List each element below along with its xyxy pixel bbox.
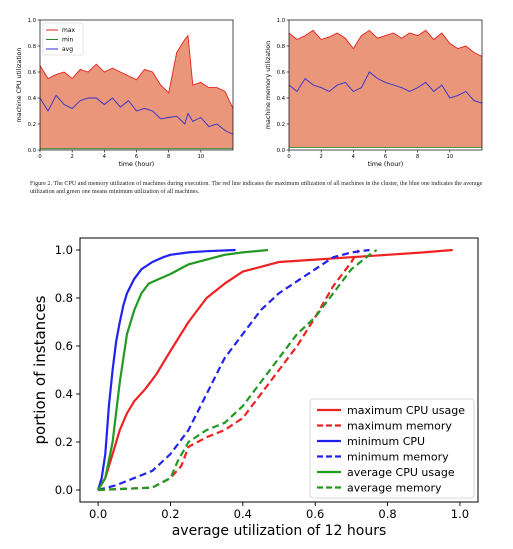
legend-label-2: maximum memory bbox=[347, 420, 452, 433]
x-tick-label: 0.0 bbox=[89, 507, 107, 521]
figure-caption: Figure 2. The CPU and memory utilization… bbox=[30, 181, 483, 195]
x-tick-label: 6 bbox=[135, 154, 138, 160]
y-tick-label: 0.8 bbox=[55, 291, 73, 305]
x-axis-label: average utilization of 12 hours bbox=[172, 523, 387, 539]
x-tick-label: 0.4 bbox=[234, 507, 252, 521]
x-tick-label: 2 bbox=[71, 154, 74, 160]
y-tick-label: 0.4 bbox=[277, 96, 286, 102]
y-axis-label: machine memory utilization bbox=[265, 41, 272, 129]
y-tick-label: 0.0 bbox=[55, 483, 73, 497]
memory-utilization-chart: 0 2 4 6 8 10 0.0 0.2 0.4 0.6 0.8 1.0 time (hour) mach… bbox=[265, 18, 483, 168]
plot-frame bbox=[79, 237, 479, 503]
cdf-series-line-5 bbox=[97, 248, 269, 491]
y-tick-label: 0.2 bbox=[277, 122, 285, 128]
y-tick-label: 1.0 bbox=[277, 18, 285, 24]
y-tick-label: 0.2 bbox=[28, 122, 36, 128]
y-axis-label: portion of instances bbox=[31, 295, 49, 444]
y-axis-label: machine CPU utilization bbox=[16, 48, 23, 123]
cpu-utilization-chart: 0 2 4 6 8 10 0.0 0.2 0.4 0.6 0.8 1.0 time (hour) mach… bbox=[16, 18, 234, 168]
y-tick-label: 0.8 bbox=[28, 44, 36, 50]
y-tick-label: 0.0 bbox=[277, 148, 285, 154]
legend-label-min: min bbox=[62, 37, 74, 44]
x-tick-label: 0.6 bbox=[306, 507, 324, 521]
x-tick-label: 0 bbox=[287, 154, 290, 160]
legend-box bbox=[42, 22, 84, 56]
series-line-max bbox=[288, 29, 483, 57]
y-tick-label: 0.6 bbox=[277, 70, 285, 76]
y-tick-label: 0.6 bbox=[55, 339, 73, 353]
x-tick-label: 4 bbox=[352, 154, 356, 160]
y-tick-label: 0.2 bbox=[55, 435, 73, 449]
y-tick-label: 0.6 bbox=[28, 70, 36, 76]
legend-label-5: average CPU usage bbox=[347, 466, 455, 479]
x-tick-label: 8 bbox=[167, 154, 170, 160]
legend-label-avg: avg bbox=[62, 46, 73, 53]
cdf-series-line-1 bbox=[97, 248, 453, 491]
legend-label-max: max bbox=[62, 27, 76, 34]
x-tick-label: 2 bbox=[320, 154, 323, 160]
max-fill-area bbox=[40, 35, 233, 149]
max-fill-area bbox=[289, 30, 482, 148]
y-tick-label: 1.0 bbox=[28, 18, 36, 24]
legend-label-6: average memory bbox=[347, 482, 442, 495]
legend-label-4: minimum memory bbox=[347, 451, 449, 464]
x-tick-label: 4 bbox=[103, 154, 107, 160]
y-tick-label: 0.4 bbox=[28, 96, 37, 102]
cdf-series-line-2 bbox=[98, 249, 360, 492]
utilization-cdf-chart: 0.0 0.2 0.4 0.6 0.8 1.0 0.0 0.2 0.4 0.6 0.8 1.0 aver… bbox=[31, 237, 479, 539]
x-axis-label: time (hour) bbox=[119, 161, 155, 168]
x-tick-label: 1.0 bbox=[451, 507, 469, 521]
x-tick-label: 10 bbox=[447, 154, 454, 160]
y-tick-label: 0.4 bbox=[55, 387, 73, 401]
series-line-avg bbox=[39, 94, 234, 135]
cdf-series-line-6 bbox=[98, 249, 378, 492]
x-tick-label: 6 bbox=[384, 154, 387, 160]
cdf-series-line-4 bbox=[97, 248, 370, 492]
legend-label-3: minimum CPU bbox=[347, 435, 425, 448]
cdf-series-line-3 bbox=[97, 248, 236, 491]
x-tick-label: 0.2 bbox=[161, 507, 179, 521]
x-tick-label: 8 bbox=[416, 154, 419, 160]
x-tick-label: 0.8 bbox=[378, 507, 396, 521]
y-tick-label: 0.0 bbox=[28, 148, 36, 154]
y-tick-label: 1.0 bbox=[55, 243, 73, 257]
x-tick-label: 0 bbox=[38, 154, 41, 160]
series-line-avg bbox=[288, 71, 483, 104]
legend-label-1: maximum CPU usage bbox=[347, 404, 465, 417]
legend-box bbox=[309, 398, 475, 499]
x-tick-label: 10 bbox=[198, 154, 205, 160]
series-line-max bbox=[39, 34, 234, 109]
y-tick-label: 0.8 bbox=[277, 44, 285, 50]
x-axis-label: time (hour) bbox=[368, 161, 404, 168]
